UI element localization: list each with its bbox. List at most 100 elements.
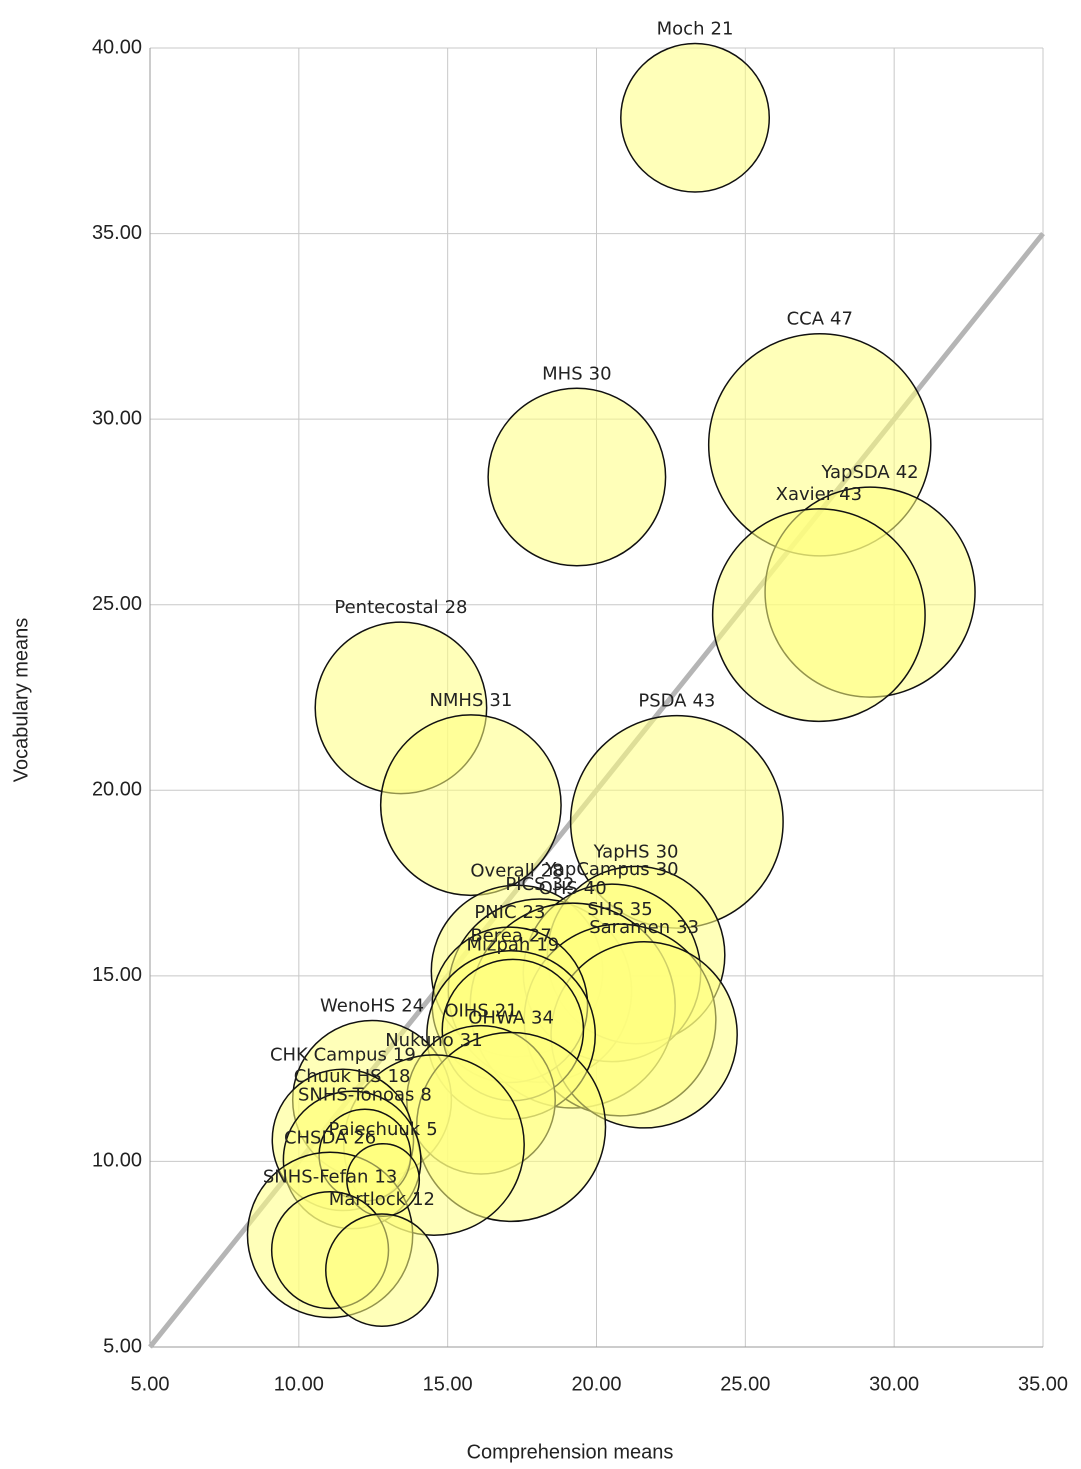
bubble-name: Chuuk HS	[294, 1066, 382, 1087]
bubble-label: PICS 32	[505, 874, 574, 895]
bubble-size: 18	[388, 1066, 411, 1087]
bubble-size: 47	[830, 309, 853, 330]
bubble	[620, 42, 771, 193]
bubble-name: OIHS	[444, 1001, 488, 1022]
bubble-label: SNHS-Tonoas 8	[298, 1084, 432, 1105]
bubble-size: 31	[489, 690, 512, 711]
bubble-name: PICS	[505, 874, 545, 895]
bubble-name: PSDA	[638, 691, 687, 712]
y-axis-title: Vocabulary means	[10, 618, 32, 783]
bubble-name: SNHS-Fefan	[263, 1167, 369, 1188]
bubble-size: 24	[401, 995, 424, 1016]
bubble-name: Saramen	[589, 917, 670, 938]
x-tick-label: 20.00	[571, 1373, 621, 1395]
bubble-size: 42	[896, 462, 919, 483]
bubble-name: OHS	[539, 878, 578, 899]
bubble	[711, 508, 926, 723]
bubble-name: WenoHS	[320, 995, 395, 1016]
bubble-label: MHS 30	[542, 363, 611, 384]
y-tick-label: 30.00	[92, 407, 142, 429]
bubble-name: SNHS-Tonoas	[298, 1084, 414, 1105]
bubble-name: Martlock	[329, 1189, 407, 1210]
bubble-name: Berea	[470, 926, 523, 947]
y-tick-label: 25.00	[92, 593, 142, 615]
bubble-size: 34	[531, 1007, 554, 1028]
bubble-size: 19	[536, 934, 559, 955]
bubble-label: PNIC 23	[474, 902, 545, 923]
bubble-name: Overall	[470, 860, 534, 881]
bubble	[379, 714, 562, 897]
bubble-size: 21	[711, 19, 734, 40]
bubble-size: 40	[584, 878, 607, 899]
bubble-label: Chuuk HS 18	[294, 1066, 411, 1087]
y-tick-label: 35.00	[92, 222, 142, 244]
bubble-size: 23	[523, 902, 546, 923]
bubble-label: NMHS 31	[429, 690, 512, 711]
bubble-name: Pentecostal	[334, 597, 438, 618]
bubble-label: CHSDA 26	[284, 1127, 376, 1148]
bubble-name: SHS	[587, 899, 623, 920]
bubble-label: Overall 28	[470, 860, 563, 881]
bubble-size: 30	[656, 841, 679, 862]
x-tick-label: 25.00	[720, 1373, 770, 1395]
bubble-size: 19	[393, 1044, 416, 1065]
x-axis-title: Comprehension means	[467, 1441, 674, 1463]
bubble-size: 5	[426, 1119, 437, 1140]
bubble-size: 27	[529, 926, 552, 947]
bubble-size: 8	[420, 1084, 431, 1105]
x-tick-label: 35.00	[1018, 1373, 1068, 1395]
bubble-label: Nukuno 31	[385, 1030, 482, 1051]
bubble-label: Martlock 12	[329, 1189, 435, 1210]
bubble-size: 26	[353, 1127, 376, 1148]
bubble	[487, 387, 667, 567]
bubble-label: SNHS-Fefan 13	[263, 1167, 397, 1188]
y-tick-label: 40.00	[92, 36, 142, 58]
bubble-size: 31	[460, 1030, 483, 1051]
bubble-size: 28	[541, 860, 564, 881]
bubble-label: YapHS 30	[593, 841, 679, 862]
bubble-label: OHWA 34	[468, 1007, 554, 1028]
bubble-label: YapSDA 42	[820, 462, 918, 483]
bubble-size: 21	[495, 1001, 518, 1022]
y-tick-label: 5.00	[103, 1335, 142, 1357]
bubble-label: SHS 35	[587, 899, 652, 920]
bubble-name: Moch	[657, 19, 705, 40]
bubble-size: 13	[374, 1167, 397, 1188]
bubble-name: MHS	[542, 363, 583, 384]
bubble-label: WenoHS 24	[320, 995, 424, 1016]
bubble-name: YapSDA	[820, 462, 890, 483]
bubble-name: CHK Campus	[270, 1044, 387, 1065]
labels: Moch 21 CCA 47 YapSDA 42 Xavier 43 MHS 30 Pentecos…	[263, 19, 919, 1211]
bubble-name: PNIC	[474, 902, 516, 923]
bubble-name: Paiechuuk	[328, 1119, 420, 1140]
bubble-name: CCA	[787, 309, 825, 330]
bubble-label: Berea 27	[470, 926, 551, 947]
bubble-name: CHSDA	[284, 1127, 348, 1148]
bubbles	[148, 42, 1045, 1349]
x-tick-label: 5.00	[131, 1373, 170, 1395]
bubble-size: 30	[656, 859, 679, 880]
bubble-size: 35	[630, 899, 653, 920]
x-tick-label: 30.00	[869, 1373, 919, 1395]
bubble-size: 28	[445, 597, 468, 618]
bubble-label: YapCampus 30	[544, 859, 678, 880]
x-tick-label: 10.00	[274, 1373, 324, 1395]
bubble-size: 43	[839, 484, 862, 505]
bubble-name: Xavier	[776, 484, 834, 505]
bubble-label: OIHS 21	[444, 1001, 517, 1022]
x-tick-label: 15.00	[423, 1373, 473, 1395]
bubble-size: 30	[589, 363, 612, 384]
bubble-name: NMHS	[429, 690, 483, 711]
bubble	[325, 1213, 439, 1328]
bubble-label: Pentecostal 28	[334, 597, 467, 618]
bubble-name: YapCampus	[544, 859, 649, 880]
y-tick-label: 15.00	[92, 964, 142, 986]
bubble-label: Xavier 43	[776, 484, 862, 505]
bubble-label: Mizpah 19	[466, 934, 559, 955]
y-tick-label: 10.00	[92, 1150, 142, 1172]
bubble-label: Moch 21	[657, 19, 734, 40]
bubble-name: YapHS	[593, 841, 650, 862]
bubble-label: CHK Campus 19	[270, 1044, 416, 1065]
y-tick-label: 20.00	[92, 779, 142, 801]
